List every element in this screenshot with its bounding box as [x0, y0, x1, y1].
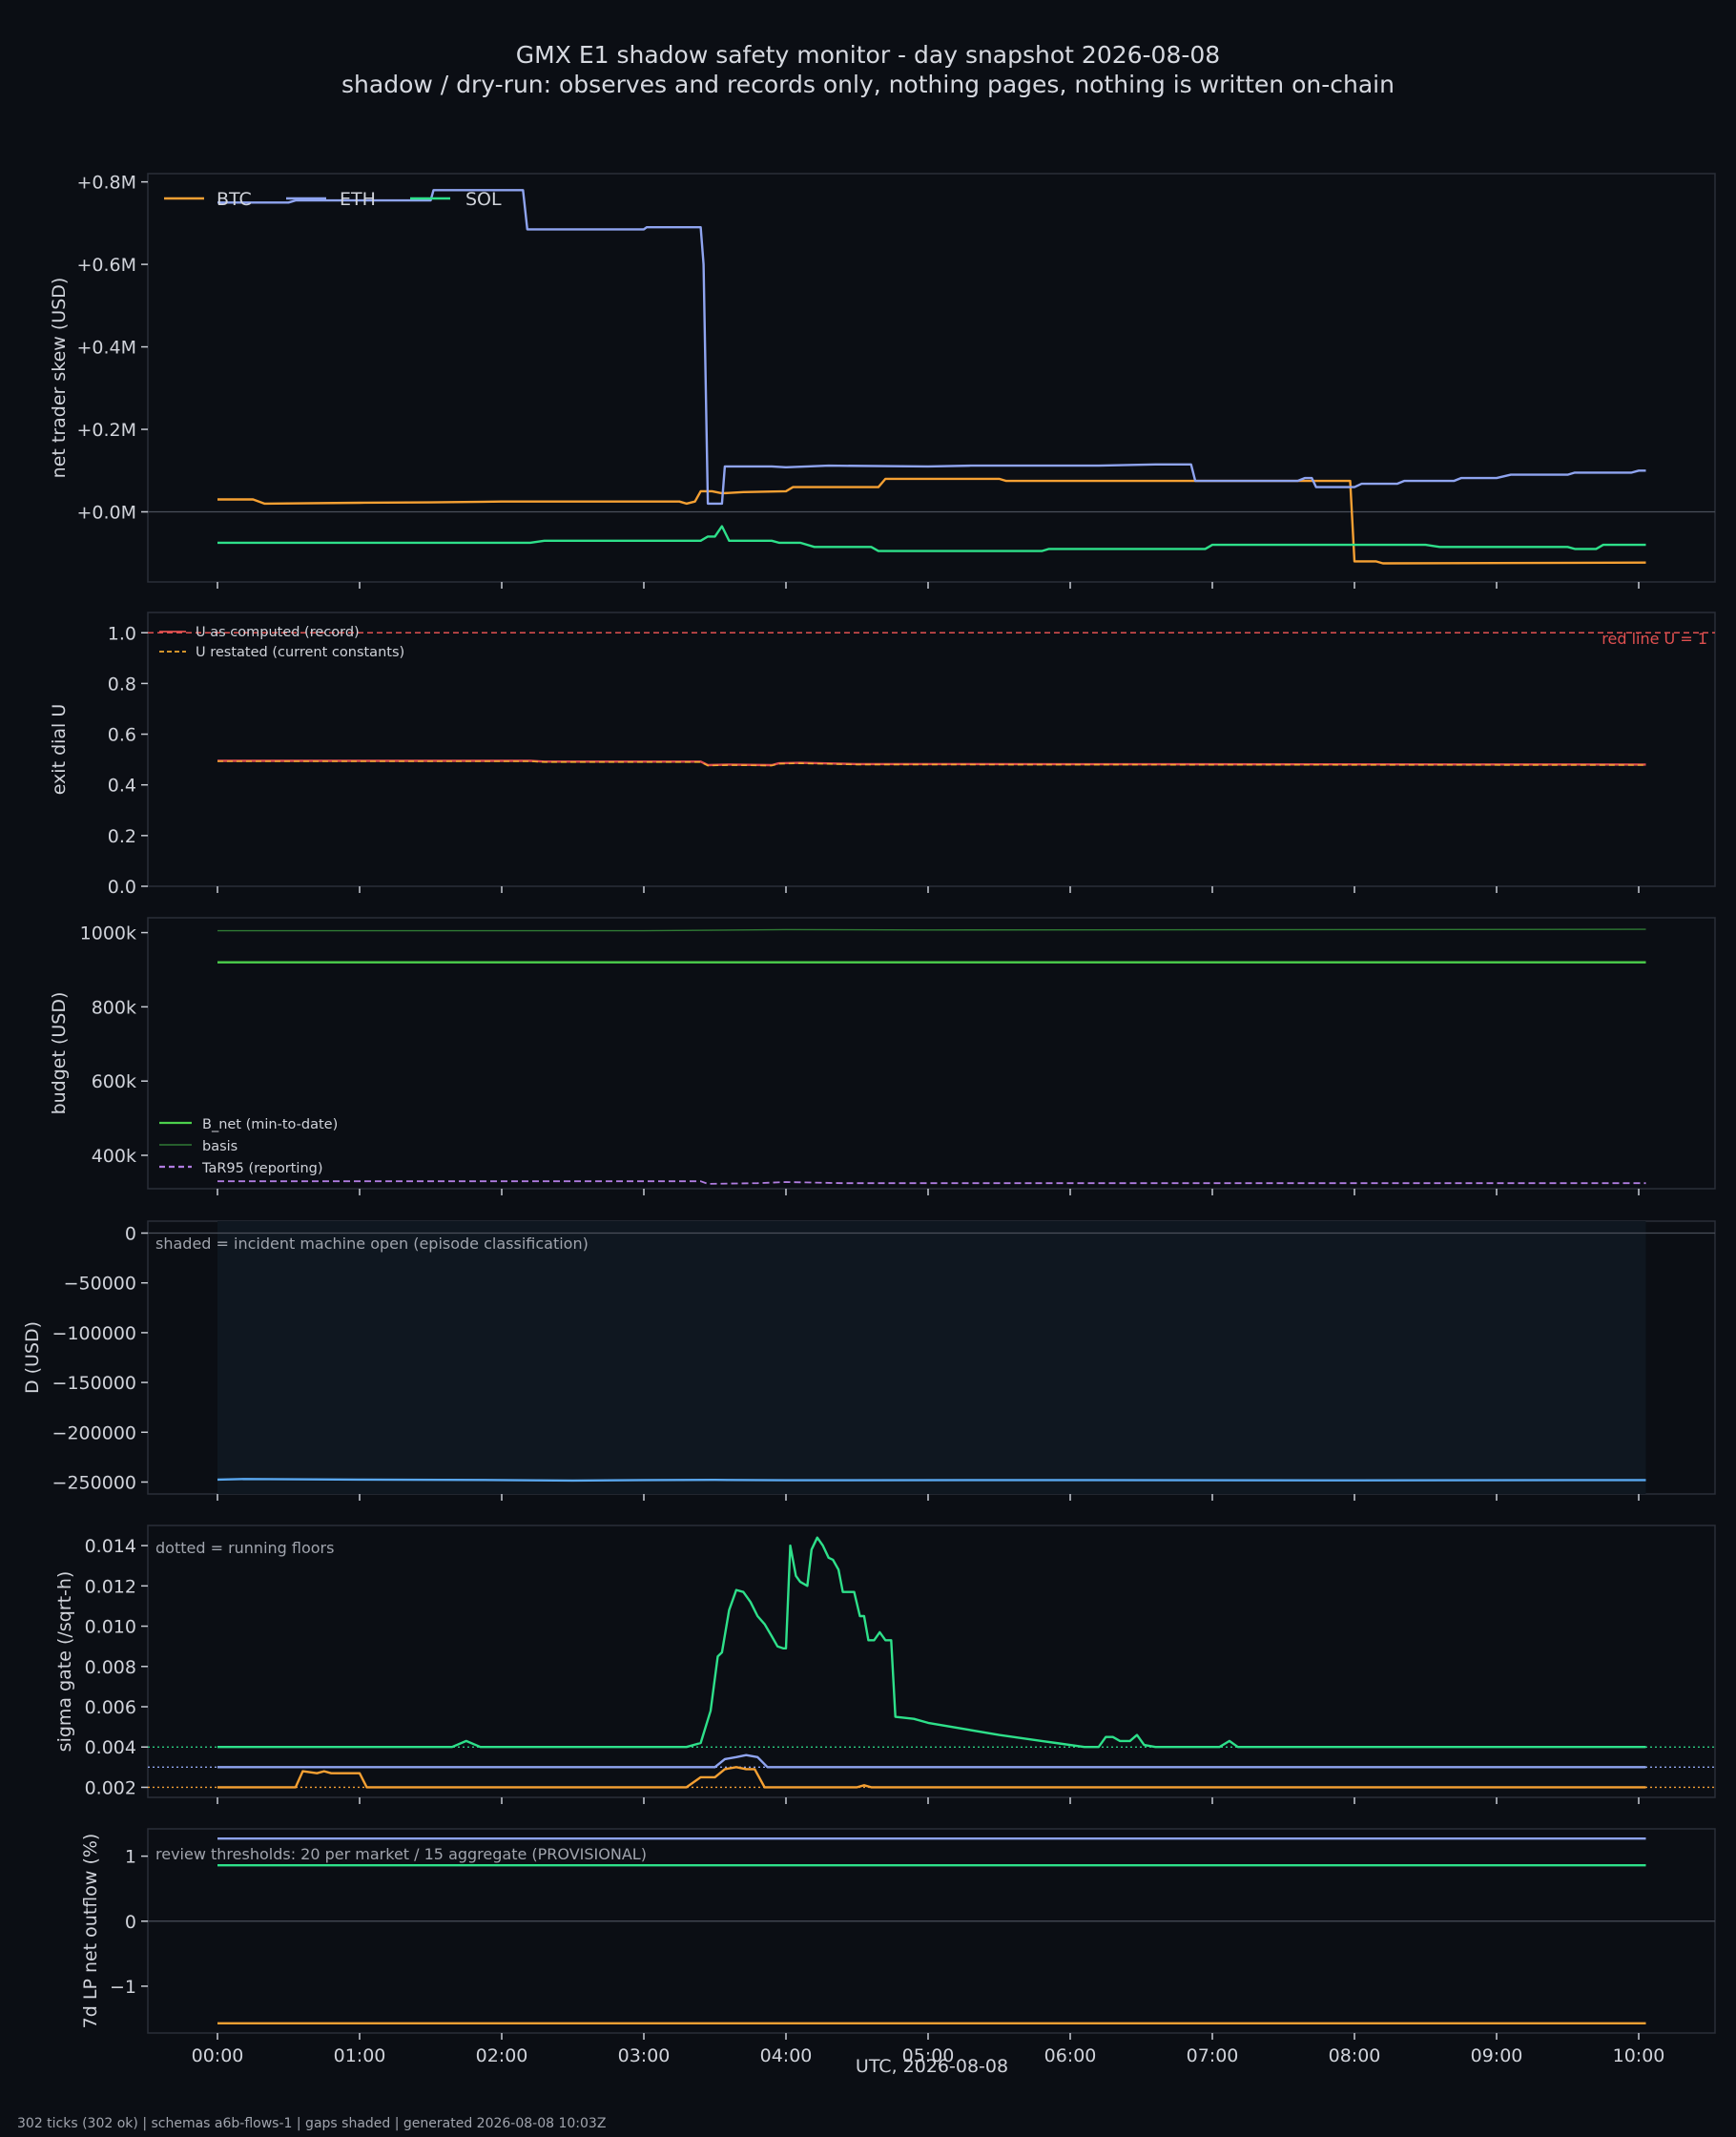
panel-6: 00:00 01:00 02:00 03:00 04:00 05:00 06:00 07:00…	[80, 1828, 1716, 2066]
y-tick-label: 0.008	[85, 1657, 136, 1678]
y-tick-label: 0	[125, 1224, 136, 1245]
legend-label: SOL	[465, 189, 502, 210]
y-tick-label: 0.0	[108, 877, 136, 898]
x-tick-label: 01:00	[334, 2045, 386, 2066]
y-tick-label: −150000	[52, 1373, 136, 1394]
y-tick-label: 800k	[92, 997, 136, 1018]
x-tick-label: 00:00	[192, 2045, 244, 2066]
legend-label: U as computed (record)	[196, 625, 360, 640]
y-tick-label: +0.0M	[76, 503, 136, 524]
legend-label: ETH	[340, 189, 376, 210]
y-tick-label: 0.010	[85, 1617, 136, 1638]
x-tick-label: 06:00	[1044, 2045, 1097, 2066]
x-tick-label: 07:00	[1187, 2045, 1239, 2066]
panel-frame	[147, 173, 1716, 583]
series-line-btc	[217, 477, 1646, 565]
y-axis-label: D (USD)	[22, 1321, 43, 1394]
y-axis-label: exit dial U	[49, 704, 70, 796]
series-line-eth	[217, 1753, 1646, 1769]
y-tick-label: 600k	[92, 1071, 136, 1092]
figure-title: GMX E1 shadow safety monitor - day snaps…	[516, 41, 1220, 69]
legend-label: U restated (current constants)	[196, 645, 404, 660]
series-line-d	[217, 1478, 1646, 1483]
y-tick-label: 0.012	[85, 1576, 136, 1597]
x-tick-label: 04:00	[760, 2045, 813, 2066]
y-axis-label: net trader skew (USD)	[49, 278, 70, 479]
series-line-eth	[217, 189, 1646, 506]
y-axis-label: 7d LP net outflow (%)	[80, 1834, 101, 2029]
figure-subtitle: shadow / dry-run: observes and records o…	[341, 71, 1395, 98]
y-tick-label: +0.6M	[76, 255, 136, 276]
legend-label: B_net (min-to-date)	[202, 1117, 338, 1132]
panel-frame	[147, 612, 1716, 887]
panel-2: 0.0 0.2 0.4 0.6 0.8 1.0 exit dial U red line U …	[49, 612, 1716, 898]
y-tick-label: +0.4M	[76, 338, 136, 359]
y-tick-label: 0	[125, 1912, 136, 1933]
x-tick-label: 02:00	[476, 2045, 528, 2066]
y-tick-label: −200000	[52, 1422, 136, 1443]
y-tick-label: +0.8M	[76, 173, 136, 194]
y-tick-label: −100000	[52, 1323, 136, 1344]
panel-1: +0.0M +0.2M +0.4M +0.6M +0.8M net trader skew…	[49, 173, 1716, 589]
x-tick-label: 10:00	[1613, 2045, 1665, 2066]
panel-5: 0.002 0.004 0.006 0.008 0.010 0.012 0.014 sigma…	[54, 1525, 1716, 1804]
y-tick-label: 0.4	[108, 776, 136, 797]
series-line-btc	[217, 1766, 1646, 1789]
footer-status: 302 ticks (302 ok) | schemas a6b-flows-1…	[17, 2116, 606, 2131]
y-tick-label: 0.8	[108, 674, 136, 695]
y-tick-label: −250000	[52, 1472, 136, 1493]
y-tick-label: 0.014	[85, 1536, 136, 1557]
y-axis-label: sigma gate (/sqrt-h)	[54, 1571, 75, 1753]
y-tick-label: 0.2	[108, 826, 136, 847]
x-axis-label: UTC, 2026-08-08	[856, 2056, 1008, 2077]
panel-frame	[147, 917, 1716, 1190]
panel-4: −250000 −200000 −150000 −100000 −50000 0 D (US…	[22, 1220, 1716, 1501]
legend-label: basis	[202, 1139, 238, 1154]
series-line-tar95	[217, 1180, 1646, 1185]
chart-panels: +0.0M +0.2M +0.4M +0.6M +0.8M net trader skew…	[22, 173, 1716, 2066]
y-tick-label: 0.002	[85, 1777, 136, 1798]
y-tick-label: 1000k	[80, 923, 136, 944]
panel-3: 400k 600k 800k 1000k budget (USD) B_net (min-…	[49, 917, 1716, 1195]
y-axis-label: budget (USD)	[49, 992, 70, 1115]
legend-label: BTC	[217, 189, 252, 210]
y-tick-label: −1	[110, 1977, 136, 1998]
y-tick-label: 0.006	[85, 1697, 136, 1718]
series-line-sol	[217, 1536, 1646, 1749]
red-line-annotation: red line U = 1	[1602, 630, 1707, 648]
panel-annotation: dotted = running floors	[155, 1539, 334, 1557]
x-tick-label: 05:00	[902, 2045, 955, 2066]
panel-annotation: review thresholds: 20 per market / 15 ag…	[155, 1845, 647, 1863]
y-tick-label: 0.004	[85, 1737, 136, 1758]
legend-label: TaR95 (reporting)	[201, 1161, 323, 1176]
x-tick-label: 08:00	[1329, 2045, 1381, 2066]
y-tick-label: 400k	[92, 1146, 136, 1167]
y-tick-label: 0.6	[108, 725, 136, 746]
y-tick-label: 1	[125, 1847, 136, 1868]
series-line-sol	[217, 525, 1646, 552]
series-line-u	[217, 760, 1646, 767]
x-tick-label: 03:00	[618, 2045, 671, 2066]
incident-shade	[217, 1221, 1646, 1494]
panel-frame	[147, 1828, 1716, 2034]
panel-annotation: shaded = incident machine open (episode …	[155, 1234, 589, 1253]
y-tick-label: −50000	[64, 1274, 136, 1295]
series-line-basis	[217, 928, 1646, 932]
y-tick-label: +0.2M	[76, 420, 136, 441]
panel-frame	[147, 1525, 1716, 1798]
x-tick-label: 09:00	[1471, 2045, 1523, 2066]
y-tick-label: 1.0	[108, 623, 136, 644]
